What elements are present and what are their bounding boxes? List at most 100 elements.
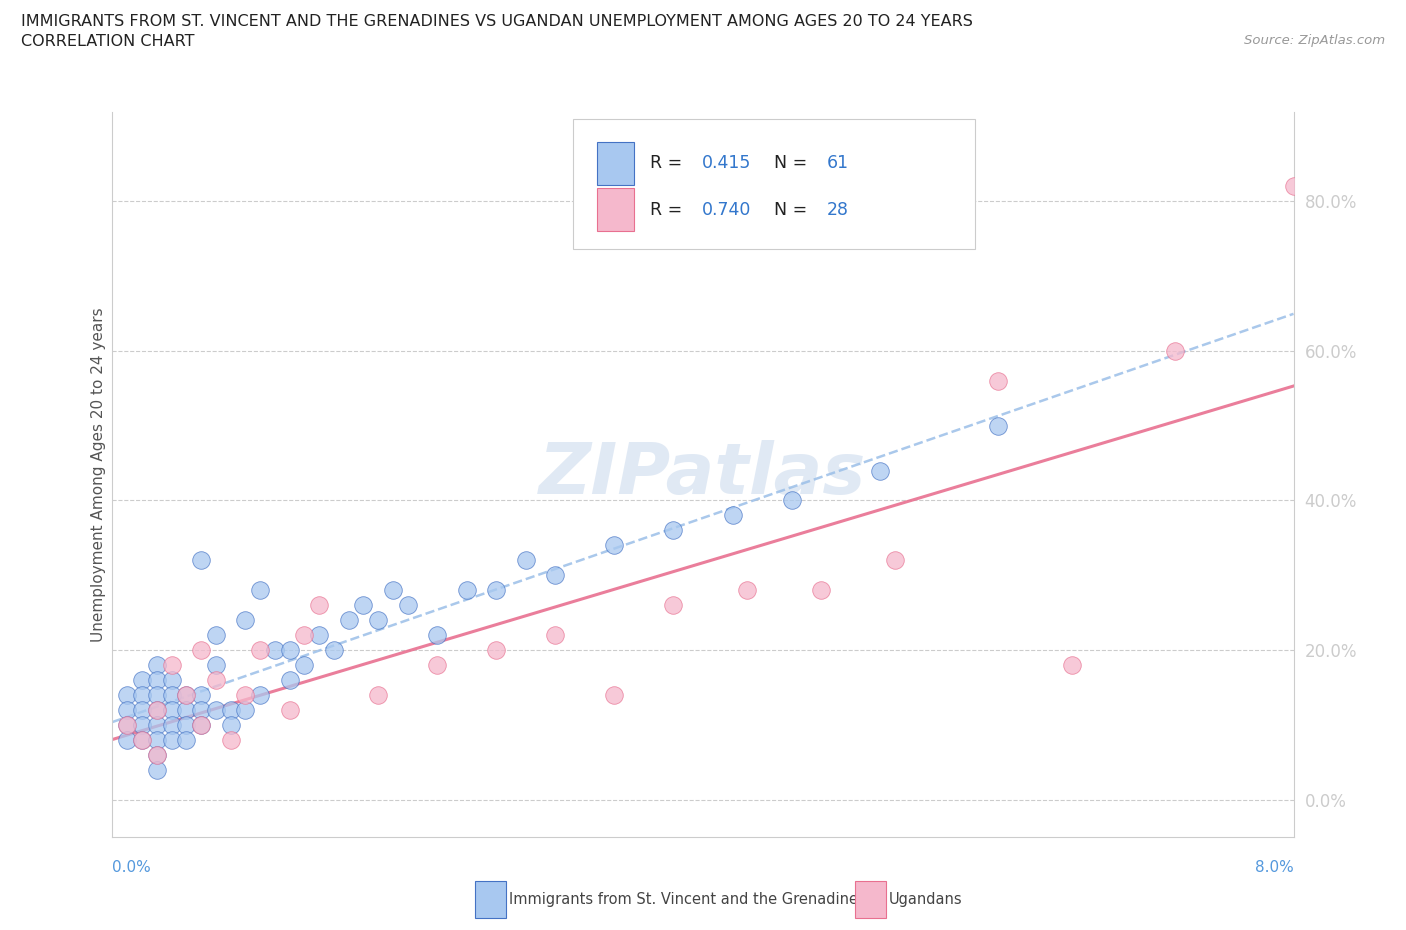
Point (190, 717, 212, 732)
FancyBboxPatch shape (596, 188, 634, 231)
Point (337, 613, 360, 628)
Text: 0.0%: 0.0% (112, 860, 152, 875)
Point (308, 628, 330, 643)
Point (233, 613, 256, 628)
Point (131, 732, 153, 747)
Point (131, 687, 153, 702)
Point (146, 658, 169, 672)
Point (278, 702, 301, 717)
Point (190, 702, 212, 717)
Text: R =: R = (650, 154, 688, 172)
Point (662, 598, 685, 613)
Point (205, 702, 228, 717)
Text: N =: N = (773, 201, 813, 219)
Point (278, 643, 301, 658)
Point (146, 702, 169, 717)
Point (174, 717, 197, 732)
Point (146, 732, 169, 747)
Point (160, 717, 183, 732)
Point (174, 702, 197, 717)
Text: N =: N = (773, 154, 813, 172)
Point (146, 687, 169, 702)
Point (721, 508, 744, 523)
Point (174, 732, 197, 747)
Point (219, 702, 242, 717)
Text: R =: R = (650, 201, 688, 219)
Point (146, 702, 169, 717)
Y-axis label: Unemployment Among Ages 20 to 24 years: Unemployment Among Ages 20 to 24 years (91, 307, 105, 642)
Point (278, 672, 301, 687)
Point (367, 613, 389, 628)
Point (233, 702, 256, 717)
Point (987, 373, 1010, 388)
Point (544, 628, 567, 643)
Text: CORRELATION CHART: CORRELATION CHART (21, 34, 194, 49)
Point (603, 538, 626, 552)
Point (190, 552, 212, 567)
FancyBboxPatch shape (574, 119, 974, 249)
Point (780, 493, 803, 508)
Point (810, 583, 832, 598)
Point (249, 643, 271, 658)
Point (1164, 343, 1187, 358)
Point (160, 672, 183, 687)
Point (160, 702, 183, 717)
Point (292, 658, 315, 672)
Point (367, 687, 389, 702)
Point (146, 748, 169, 763)
Text: 8.0%: 8.0% (1254, 860, 1294, 875)
Point (737, 583, 759, 598)
Point (146, 717, 169, 732)
Point (323, 643, 346, 658)
Point (662, 523, 685, 538)
Point (233, 687, 256, 702)
Point (869, 463, 891, 478)
Point (146, 763, 169, 777)
Point (117, 702, 138, 717)
Point (382, 583, 405, 598)
Text: 0.415: 0.415 (702, 154, 751, 172)
Point (160, 732, 183, 747)
Point (1062, 658, 1084, 672)
Point (146, 748, 169, 763)
Point (131, 732, 153, 747)
Point (117, 732, 138, 747)
Point (515, 552, 537, 567)
Text: Immigrants from St. Vincent and the Grenadines: Immigrants from St. Vincent and the Gren… (509, 892, 866, 907)
Point (603, 687, 626, 702)
Point (456, 583, 478, 598)
Point (426, 628, 449, 643)
Text: IMMIGRANTS FROM ST. VINCENT AND THE GRENADINES VS UGANDAN UNEMPLOYMENT AMONG AGE: IMMIGRANTS FROM ST. VINCENT AND THE GREN… (21, 14, 973, 29)
Text: ZIPatlas: ZIPatlas (540, 440, 866, 509)
FancyBboxPatch shape (596, 142, 634, 185)
Point (160, 658, 183, 672)
Point (160, 687, 183, 702)
Point (131, 717, 153, 732)
Point (352, 598, 374, 613)
Point (131, 672, 153, 687)
Point (190, 717, 212, 732)
Point (249, 583, 271, 598)
Point (117, 717, 138, 732)
Text: Ugandans: Ugandans (889, 892, 962, 907)
Point (426, 658, 449, 672)
Point (117, 717, 138, 732)
Point (219, 717, 242, 732)
Point (131, 702, 153, 717)
Text: 61: 61 (827, 154, 849, 172)
Point (884, 552, 907, 567)
Text: 28: 28 (827, 201, 849, 219)
Point (205, 672, 228, 687)
Point (174, 687, 197, 702)
Point (264, 643, 287, 658)
Point (987, 418, 1010, 433)
Point (174, 687, 197, 702)
Point (308, 598, 330, 613)
Point (485, 583, 508, 598)
Point (219, 732, 242, 747)
Point (117, 687, 138, 702)
Point (205, 628, 228, 643)
Point (544, 568, 567, 583)
Text: Source: ZipAtlas.com: Source: ZipAtlas.com (1244, 34, 1385, 47)
Point (146, 672, 169, 687)
